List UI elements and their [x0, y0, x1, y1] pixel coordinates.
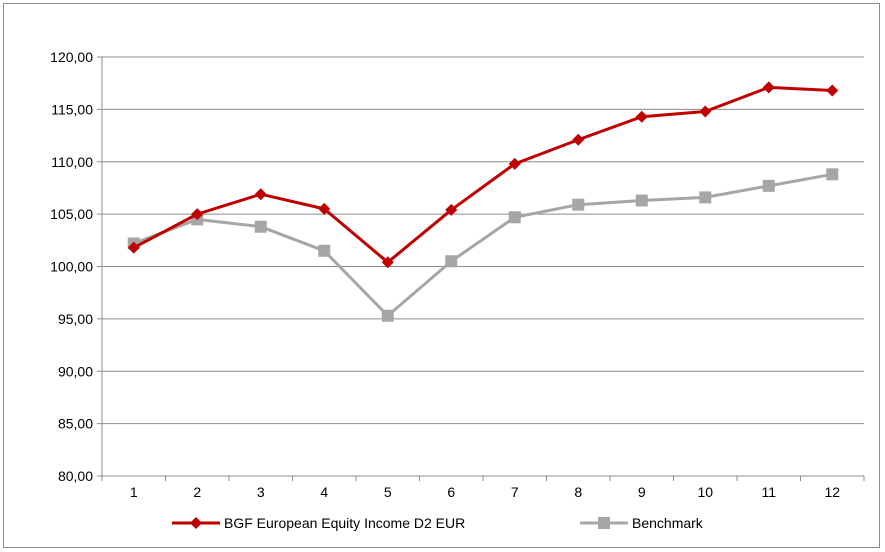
- fund-data-point: [318, 202, 331, 215]
- x-tick-label: 1: [130, 484, 138, 500]
- y-tick-label: 95,00: [58, 311, 93, 327]
- legend-fund-label: BGF European Equity Income D2 EUR: [224, 515, 465, 531]
- x-tick-label: 2: [193, 484, 201, 500]
- legend-benchmark-marker: [598, 517, 610, 529]
- fund-data-point: [508, 157, 521, 170]
- x-tick-label: 11: [761, 484, 776, 500]
- y-tick-label: 100,00: [50, 259, 93, 275]
- benchmark-data-point: [254, 220, 267, 233]
- fund-data-point: [445, 203, 458, 216]
- y-tick-label: 80,00: [58, 468, 93, 484]
- x-tick-label: 7: [511, 484, 519, 500]
- fund-data-point: [381, 256, 394, 269]
- x-tick-label: 12: [824, 484, 840, 500]
- benchmark-data-point: [445, 255, 458, 268]
- fund-data-point: [572, 133, 585, 146]
- benchmark-data-point: [381, 309, 394, 322]
- benchmark-data-point: [762, 179, 775, 192]
- chart-frame: [3, 3, 880, 548]
- benchmark-data-point: [699, 191, 712, 204]
- fund-data-point: [826, 84, 839, 97]
- x-tick-label: 4: [320, 484, 328, 500]
- x-tick-label: 5: [384, 484, 392, 500]
- legend-fund-marker: [190, 517, 202, 529]
- x-tick-label: 10: [697, 484, 713, 500]
- fund-data-point: [762, 81, 775, 94]
- x-tick-label: 3: [257, 484, 265, 500]
- benchmark-data-point: [508, 211, 521, 224]
- benchmark-data-point: [318, 244, 331, 257]
- benchmark-series-line: [133, 172, 833, 318]
- x-tick-label: 6: [447, 484, 455, 500]
- y-tick-label: 105,00: [50, 206, 93, 222]
- fund-data-point: [127, 241, 140, 254]
- y-tick-label: 110,00: [51, 154, 93, 170]
- y-tick-label: 120,00: [50, 49, 93, 65]
- fund-data-point: [254, 188, 267, 201]
- legend-benchmark-label: Benchmark: [632, 515, 704, 531]
- benchmark-data-point: [635, 194, 648, 207]
- fund-data-point: [191, 208, 204, 221]
- x-tick-label: 9: [638, 484, 646, 500]
- y-tick-label: 115,00: [51, 101, 93, 117]
- y-tick-label: 90,00: [58, 363, 93, 379]
- fund-data-point: [699, 105, 712, 118]
- x-tick-label: 8: [574, 484, 582, 500]
- benchmark-data-point: [572, 198, 585, 211]
- y-tick-label: 85,00: [58, 416, 93, 432]
- benchmark-data-point: [826, 168, 839, 181]
- fund-data-point: [635, 110, 648, 123]
- fund-series-line: [133, 85, 833, 264]
